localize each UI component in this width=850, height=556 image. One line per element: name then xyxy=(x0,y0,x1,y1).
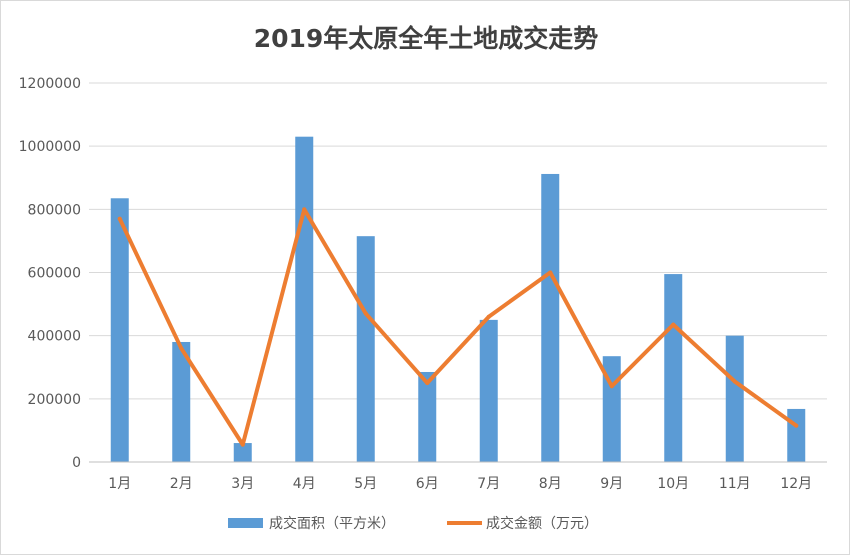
x-tick-label: 9月 xyxy=(600,476,623,492)
bar xyxy=(664,274,683,462)
x-tick-label: 5月 xyxy=(354,476,377,492)
x-tick-label: 12月 xyxy=(780,476,812,492)
line-point xyxy=(794,423,799,428)
x-tick-label: 11月 xyxy=(719,476,751,492)
x-tick-label: 7月 xyxy=(477,476,500,492)
x-tick-label: 1月 xyxy=(108,476,131,492)
line-point xyxy=(548,270,553,275)
chart-title: 2019年太原全年土地成交走势 xyxy=(253,24,599,53)
bar xyxy=(418,371,437,462)
bar xyxy=(725,335,744,462)
y-tick-label: 400000 xyxy=(28,329,81,345)
line-point xyxy=(363,311,368,316)
y-tick-label: 800000 xyxy=(28,202,81,218)
line-series xyxy=(117,207,799,447)
y-tick-label: 200000 xyxy=(28,392,81,408)
line-point xyxy=(609,384,614,389)
bar xyxy=(110,198,129,462)
y-tick-label: 1000000 xyxy=(19,139,81,155)
x-tick-label: 8月 xyxy=(539,476,562,492)
line-point xyxy=(671,322,676,327)
bar xyxy=(233,443,252,462)
line-point xyxy=(425,381,430,386)
x-tick-label: 4月 xyxy=(293,476,316,492)
line-point xyxy=(302,207,307,212)
line-point xyxy=(732,379,737,384)
x-tick-label: 3月 xyxy=(231,476,254,492)
line-point xyxy=(486,314,491,319)
x-tick-label: 10月 xyxy=(657,476,689,492)
x-tick-label: 6月 xyxy=(416,476,439,492)
legend-bar-swatch xyxy=(228,518,263,528)
bar xyxy=(541,173,560,462)
legend-label: 成交面积（平方米） xyxy=(269,515,395,532)
y-tick-label: 600000 xyxy=(28,266,81,282)
bar xyxy=(479,319,498,462)
bar xyxy=(295,136,314,463)
bar xyxy=(172,341,191,462)
x-tick-label: 2月 xyxy=(170,476,193,492)
bar xyxy=(787,408,806,462)
y-tick-label: 0 xyxy=(72,455,81,471)
bar xyxy=(356,236,375,462)
line-point xyxy=(179,346,184,351)
legend-label: 成交金额（万元） xyxy=(486,515,598,532)
line-point xyxy=(117,216,122,221)
line-point xyxy=(240,442,245,447)
y-tick-label: 1200000 xyxy=(19,76,81,92)
